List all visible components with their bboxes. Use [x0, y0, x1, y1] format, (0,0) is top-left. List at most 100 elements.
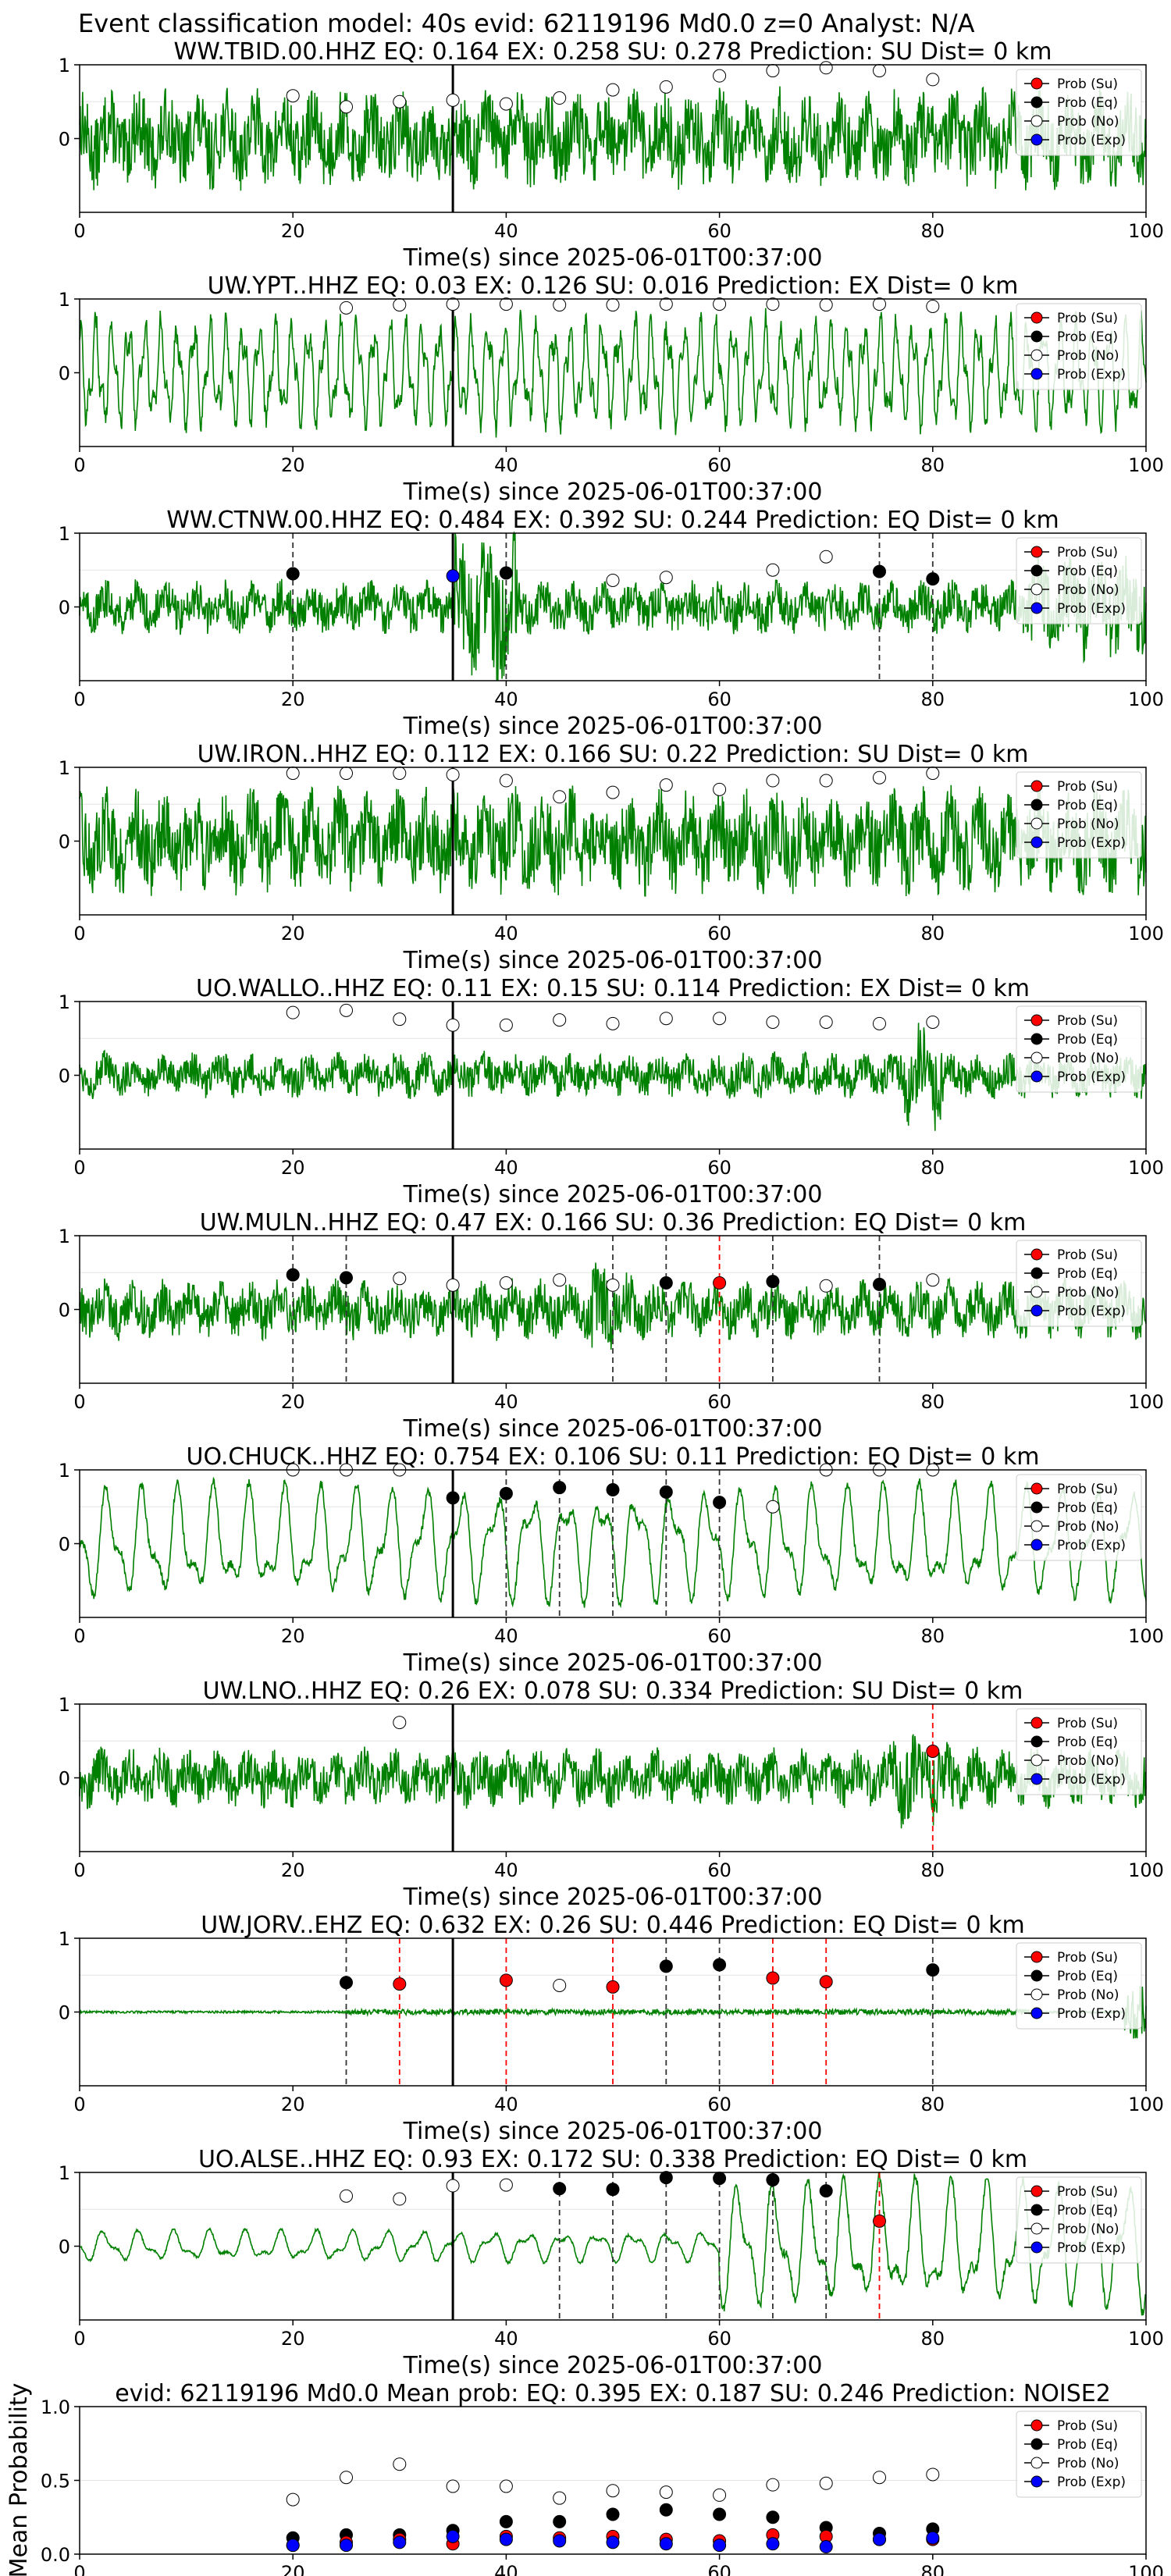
legend-marker: [1030, 583, 1043, 596]
prob-marker-eq: [766, 2172, 780, 2186]
x-axis-label: Time(s) since 2025-06-01T00:37:00: [403, 2352, 823, 2379]
prob-marker-no: [393, 1272, 407, 1286]
legend-label-no: Prob (No): [1057, 2222, 1119, 2237]
panel-9: UW.JORV..EHZ EQ: 0.632 EX: 0.26 SU: 0.44…: [59, 1912, 1164, 2145]
x-tick-label: 80: [921, 1625, 945, 1647]
x-tick-label: 20: [281, 2328, 305, 2350]
x-tick-label: 60: [707, 2562, 731, 2576]
x-axis-label: Time(s) since 2025-06-01T00:37:00: [403, 244, 823, 272]
legend-label-su: Prob (Su): [1057, 1716, 1118, 1731]
prob-marker-no: [926, 1015, 940, 1029]
x-tick-label: 60: [707, 2094, 731, 2115]
waveform-trace: [79, 531, 1147, 681]
prob-marker-no: [659, 778, 673, 792]
prob-marker-no: [873, 2471, 886, 2485]
prob-marker-eq: [659, 1276, 673, 1290]
legend-marker: [1030, 836, 1043, 849]
prob-marker-no: [659, 80, 673, 94]
panel-4: UW.IRON..HHZ EQ: 0.112 EX: 0.166 SU: 0.2…: [59, 741, 1164, 974]
y-tick-label: 0: [59, 1768, 70, 1790]
legend-label-exp: Prob (Exp): [1057, 1538, 1126, 1553]
prob-marker-eq: [606, 2183, 620, 2197]
legend-box: [1016, 1005, 1142, 1093]
legend-label-su: Prob (Su): [1057, 2184, 1118, 2200]
legend-label-exp: Prob (Exp): [1057, 367, 1126, 382]
legend-label-eq: Prob (Eq): [1057, 95, 1118, 111]
x-tick-label: 80: [921, 2562, 945, 2576]
x-tick-label: 80: [921, 454, 945, 476]
x-tick-label: 40: [494, 2094, 518, 2115]
prob-marker-eq: [766, 1275, 780, 1289]
x-tick-label: 80: [921, 1391, 945, 1413]
x-tick-label: 0: [73, 1625, 85, 1647]
panel-title: UO.WALLO..HHZ EQ: 0.11 EX: 0.15 SU: 0.11…: [196, 975, 1030, 1002]
prob-marker-eq: [766, 2510, 780, 2524]
prob-marker-eq: [659, 2171, 673, 2185]
legend-label-no: Prob (No): [1057, 817, 1119, 832]
legend-label-exp: Prob (Exp): [1057, 601, 1126, 617]
legend-marker: [1030, 2419, 1043, 2432]
prob-marker-su: [393, 1977, 407, 1991]
prob-marker-eq: [553, 2182, 567, 2196]
x-tick-label: 40: [494, 2328, 518, 2350]
y-tick-label: 1: [59, 1460, 70, 1482]
x-tick-label: 0: [73, 2562, 85, 2576]
legend-label-su: Prob (Su): [1057, 779, 1118, 795]
legend-label-su: Prob (Su): [1057, 1482, 1118, 1497]
prob-marker-eq: [446, 1491, 460, 1505]
prob-marker-no: [606, 573, 620, 587]
legend-label-eq: Prob (Eq): [1057, 1735, 1118, 1750]
prob-marker-no: [340, 100, 353, 114]
legend-label-eq: Prob (Eq): [1057, 564, 1118, 579]
panel-title: UW.YPT..HHZ EQ: 0.03 EX: 0.126 SU: 0.016…: [208, 272, 1019, 300]
prob-marker-no: [340, 767, 353, 781]
prob-marker-no: [446, 1018, 460, 1032]
legend-marker: [1030, 349, 1043, 361]
prob-marker-su: [713, 1276, 727, 1290]
legend-box: [1016, 2176, 1142, 2264]
x-tick-label: 0: [73, 923, 85, 945]
panel-title: UW.IRON..HHZ EQ: 0.112 EX: 0.166 SU: 0.2…: [198, 741, 1029, 768]
prob-marker-no: [766, 64, 780, 78]
legend-label-eq: Prob (Eq): [1057, 1032, 1118, 1048]
x-tick-label: 0: [73, 2328, 85, 2350]
x-tick-label: 100: [1128, 2562, 1164, 2576]
legend-marker: [1030, 1988, 1043, 2001]
x-tick-label: 60: [707, 1625, 731, 1647]
x-tick-label: 60: [707, 1157, 731, 1179]
prob-marker-no: [606, 785, 620, 799]
x-axis-label: Time(s) since 2025-06-01T00:37:00: [403, 1884, 823, 1911]
legend-box: [1016, 1474, 1142, 1561]
legend-marker: [1030, 1773, 1043, 1785]
prob-marker-no: [499, 1018, 513, 1032]
x-tick-label: 20: [281, 1391, 305, 1413]
prob-marker-no: [819, 298, 833, 312]
prob-marker-exp: [446, 2529, 460, 2543]
x-tick-label: 100: [1128, 1391, 1164, 1413]
prob-marker-eq: [713, 2507, 727, 2521]
x-tick-label: 100: [1128, 454, 1164, 476]
prob-marker-no: [713, 1012, 727, 1026]
legend-box: [1016, 2411, 1142, 2498]
x-tick-label: 20: [281, 454, 305, 476]
prob-marker-no: [926, 73, 940, 87]
prob-marker-no: [659, 571, 673, 585]
panel-10: UO.ALSE..HHZ EQ: 0.93 EX: 0.172 SU: 0.33…: [59, 2146, 1164, 2379]
legend-label-eq: Prob (Eq): [1057, 798, 1118, 813]
prob-marker-exp: [659, 2537, 673, 2551]
prob-marker-no: [766, 1015, 780, 1029]
prob-marker-eq: [926, 1963, 940, 1977]
panel-1: WW.TBID.00.HHZ EQ: 0.164 EX: 0.258 SU: 0…: [59, 38, 1164, 272]
prob-marker-no: [393, 2457, 407, 2471]
x-tick-label: 60: [707, 2328, 731, 2350]
prob-marker-su: [499, 1973, 513, 1987]
prob-marker-su: [766, 1971, 780, 1985]
prob-marker-no: [873, 770, 886, 785]
x-tick-label: 100: [1128, 1859, 1164, 1881]
prob-marker-no: [286, 2492, 300, 2507]
legend-marker: [1030, 2185, 1043, 2197]
panel-title: WW.CTNW.00.HHZ EQ: 0.484 EX: 0.392 SU: 0…: [166, 507, 1059, 534]
x-tick-label: 20: [281, 1859, 305, 1881]
legend-marker: [1030, 546, 1043, 558]
legend-marker: [1030, 1754, 1043, 1767]
